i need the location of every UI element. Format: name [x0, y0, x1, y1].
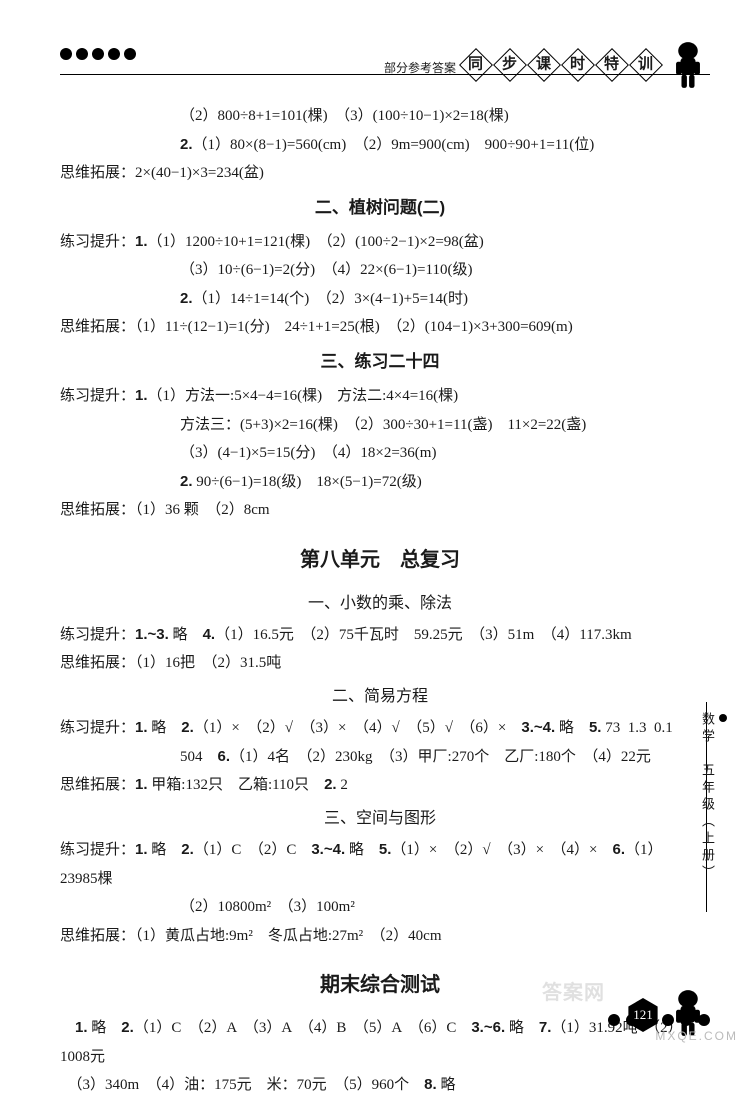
header-divider	[60, 74, 710, 75]
answer-line: 方法三：(5+3)×2=16(棵) （2）300÷30+1=11(盏) 11×2…	[60, 411, 700, 440]
item-number: 2.	[324, 776, 337, 793]
item-number: 2.	[180, 473, 193, 490]
item-number: 1.	[135, 776, 148, 793]
answer-line: （2）800÷8+1=101(棵) （3）(100÷10−1)×2=18(棵)	[60, 102, 700, 131]
item-number: 1.	[135, 387, 148, 404]
header-box: 训	[629, 48, 663, 82]
sub-title: 一、小数的乘、除法	[60, 589, 700, 619]
answer-line: 2. 90÷(6−1)=18(级) 18×(5−1)=72(级)	[60, 468, 700, 497]
answer-line: 504 6.（1）4名 （2）230kg （3）甲厂:270个 乙厂:180个 …	[60, 743, 700, 772]
item-number: 3.~4.	[311, 841, 345, 858]
answer-line: 思维拓展：2×(40−1)×3=234(盆)	[60, 159, 700, 188]
item-number: 7.	[539, 1019, 552, 1036]
item-number: 2.	[180, 290, 193, 307]
header-box: 时	[561, 48, 595, 82]
item-number: 2.	[121, 1019, 134, 1036]
answer-line: 思维拓展：（1）16把 （2）31.5吨	[60, 649, 700, 678]
sub-title: 三、空间与图形	[60, 804, 700, 834]
deco-circle	[76, 48, 88, 60]
section-title: 三、练习二十四	[60, 346, 700, 378]
unit-title: 第八单元 总复习	[60, 541, 700, 579]
answer-line: 练习提升：1.~3. 略 4.（1）16.5元 （2）75千瓦时 59.25元 …	[60, 621, 700, 650]
item-number: 1.	[135, 841, 148, 858]
item-number: 5.	[379, 841, 392, 858]
header-box: 步	[493, 48, 527, 82]
deco-circle	[92, 48, 104, 60]
answer-line: 2.（1）14÷1=14(个) （2）3×(4−1)+5=14(时)	[60, 285, 700, 314]
deco-circle	[108, 48, 120, 60]
section-title: 二、植树问题(二)	[60, 192, 700, 224]
mascot-icon	[666, 40, 710, 90]
answer-line: （3）(4−1)×5=15(分) （4）18×2=36(m)	[60, 439, 700, 468]
deco-circle	[608, 1014, 620, 1026]
top-left-circles	[60, 48, 136, 60]
item-number: 3.~6.	[471, 1019, 505, 1036]
item-number: 2.	[180, 136, 193, 153]
item-number: 8.	[424, 1076, 437, 1093]
answer-line: 思维拓展：（1）36 颗 （2）8cm	[60, 496, 700, 525]
sub-title: 二、简易方程	[60, 682, 700, 712]
item-number: 6.	[218, 748, 231, 765]
answer-line: 思维拓展：（1）黄瓜占地:9m² 冬瓜占地:27m² （2）40cm	[60, 922, 700, 951]
item-number: 2.	[181, 719, 194, 736]
answer-text: （1）80×(8−1)=560(cm) （2）9m=900(cm) 900÷90…	[193, 137, 595, 153]
answer-line: 思维拓展：1. 甲箱:132只 乙箱:110只 2. 2	[60, 771, 700, 800]
header-box: 特	[595, 48, 629, 82]
item-number: 1.~3.	[135, 626, 169, 643]
answer-line: （3）340m （4）油：175元 米：70元 （5）960个 8. 略	[60, 1071, 700, 1100]
deco-circle	[124, 48, 136, 60]
header-right: 部分参考答案 同 步 课 时 特 训	[384, 40, 710, 90]
watermark-text: 答案网	[542, 974, 605, 1012]
header-box: 同	[459, 48, 493, 82]
item-number: 6.	[613, 841, 626, 858]
answer-line: （3）10÷(6−1)=2(分) （4）22×(6−1)=110(级)	[60, 256, 700, 285]
item-number: 1.	[75, 1019, 88, 1036]
header-box: 课	[527, 48, 561, 82]
page-content: （2）800÷8+1=101(棵) （3）(100÷10−1)×2=18(棵) …	[60, 102, 700, 1100]
deco-circle	[60, 48, 72, 60]
answer-line: 练习提升：1. 略 2.（1）C （2）C 3.~4. 略 5.（1）× （2）…	[60, 836, 700, 893]
header-subtitle: 部分参考答案	[384, 57, 456, 80]
answer-line: 练习提升：1.（1）方法一:5×4−4=16(棵) 方法二:4×4=16(棵)	[60, 382, 700, 411]
answer-line: 2.（1）80×(8−1)=560(cm) （2）9m=900(cm) 900÷…	[60, 131, 700, 160]
watermark-url: MXQE.COM	[655, 1025, 738, 1048]
side-tab-text: 数学 五年级︵上册︶	[700, 712, 715, 882]
answer-line: 练习提升：1. 略 2.（1）× （2）√ （3）× （4）√ （5）√ （6）…	[60, 714, 700, 743]
side-tab: 数学 五年级︵上册︶	[706, 702, 730, 912]
item-number: 4.	[203, 626, 216, 643]
side-dot-icon	[719, 714, 727, 722]
answer-line: 1. 略 2.（1）C （2）A （3）A （4）B （5）A （6）C 3.~…	[60, 1014, 700, 1071]
answer-line: 思维拓展：（1）11÷(12−1)=1(分) 24÷1+1=25(根) （2）(…	[60, 313, 700, 342]
item-number: 5.	[589, 719, 602, 736]
page-number: 121	[633, 1003, 653, 1028]
answer-line: （2）10800m² （3）100m²	[60, 893, 700, 922]
answer-line: 练习提升：1.（1）1200÷10+1=121(棵) （2）(100÷2−1)×…	[60, 228, 700, 257]
item-number: 3.~4.	[521, 719, 555, 736]
item-number: 1.	[135, 233, 148, 250]
item-number: 2.	[181, 841, 194, 858]
item-number: 1.	[135, 719, 148, 736]
